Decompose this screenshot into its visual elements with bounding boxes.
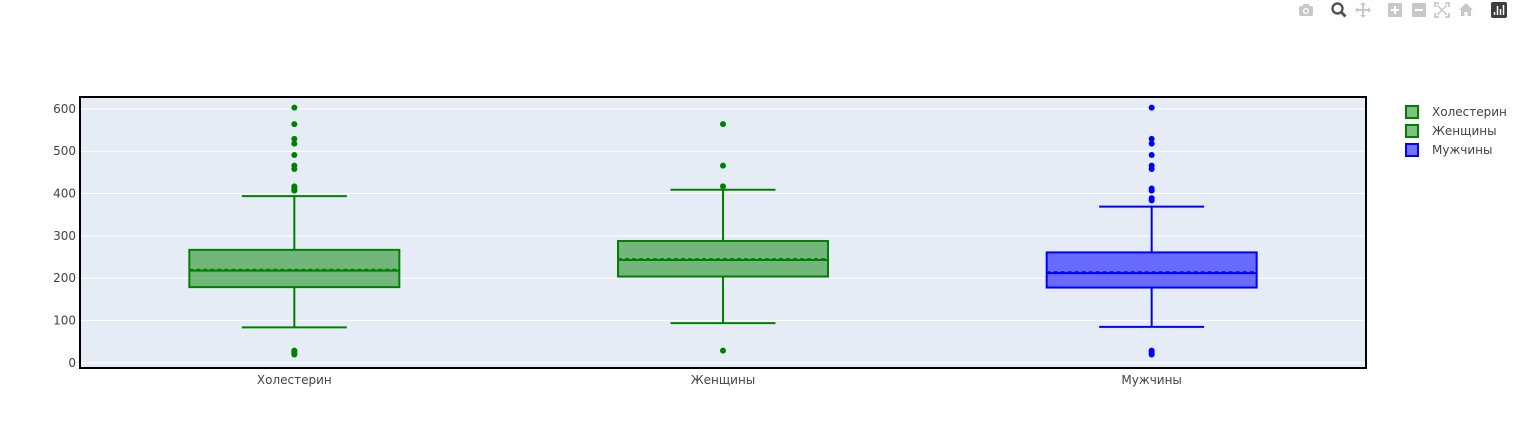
modebar: Download plot as a png Zoom Pan Zoom in Zoom… bbox=[1291, 0, 1521, 22]
outlier-point[interactable] bbox=[1148, 165, 1155, 172]
y-tick-label: 200 bbox=[53, 271, 76, 285]
plotly-logo-icon[interactable]: Produced with Plotly bbox=[1491, 2, 1507, 18]
outlier-point[interactable] bbox=[1148, 135, 1155, 142]
outlier-point[interactable] bbox=[291, 152, 298, 159]
outlier-point[interactable] bbox=[1148, 152, 1155, 159]
y-tick-label: 500 bbox=[53, 144, 76, 158]
legend-swatch bbox=[1405, 105, 1419, 119]
y-tick-label: 0 bbox=[68, 356, 76, 370]
legend-swatch bbox=[1405, 143, 1419, 157]
box-trace[interactable] bbox=[1045, 104, 1258, 358]
y-tick-label: 100 bbox=[53, 314, 76, 328]
outlier-point[interactable] bbox=[291, 135, 298, 142]
legend-label: Мужчины bbox=[1432, 143, 1492, 157]
legend-label: Женщины bbox=[1432, 124, 1497, 138]
home-icon[interactable]: Reset axes bbox=[1459, 3, 1473, 16]
x-tick-label: Женщины bbox=[691, 373, 756, 387]
outlier-point[interactable] bbox=[1148, 104, 1155, 111]
box-traces bbox=[188, 104, 1258, 358]
outlier-point[interactable] bbox=[291, 165, 298, 172]
legend-swatch bbox=[1405, 124, 1419, 138]
box-trace[interactable] bbox=[617, 121, 829, 354]
zoom-in-icon[interactable]: Zoom in bbox=[1388, 3, 1402, 17]
plot-frame bbox=[79, 96, 1367, 369]
outlier-point[interactable] bbox=[291, 140, 298, 147]
pan-icon[interactable]: Pan bbox=[1355, 2, 1371, 18]
camera-icon[interactable]: Download plot as a png bbox=[1299, 4, 1313, 16]
zoom-out-icon[interactable]: Zoom out bbox=[1412, 3, 1426, 17]
legend-item[interactable]: Холестерин bbox=[1405, 105, 1507, 119]
x-tick-label: Холестерин bbox=[257, 373, 332, 387]
outlier-point[interactable] bbox=[720, 183, 726, 190]
outlier-point[interactable] bbox=[720, 347, 726, 354]
x-axis-ticks: Холестерин Женщины Мужчины bbox=[257, 373, 1182, 387]
y-tick-label: 300 bbox=[53, 229, 76, 243]
legend-label: Холестерин bbox=[1432, 105, 1507, 119]
x-tick-label: Мужчины bbox=[1121, 373, 1181, 387]
y-tick-label: 600 bbox=[53, 102, 76, 116]
legend-item[interactable]: Женщины bbox=[1405, 124, 1497, 138]
y-tick-label: 400 bbox=[53, 187, 76, 201]
outlier-point[interactable] bbox=[1148, 197, 1155, 204]
autoscale-icon[interactable]: Autoscale bbox=[1434, 2, 1450, 18]
outlier-point[interactable] bbox=[291, 104, 298, 111]
outlier-point[interactable] bbox=[1148, 140, 1155, 147]
outlier-point[interactable] bbox=[720, 162, 726, 169]
legend: Холестерин Женщины Мужчины bbox=[1405, 105, 1507, 157]
outlier-point[interactable] bbox=[1148, 351, 1155, 358]
y-axis-ticks: 0 100 200 300 400 500 600 bbox=[53, 102, 76, 370]
box-iqr[interactable] bbox=[188, 248, 401, 289]
outlier-point[interactable] bbox=[1148, 187, 1155, 194]
box-iqr[interactable] bbox=[1045, 251, 1258, 289]
legend-item[interactable]: Мужчины bbox=[1405, 143, 1492, 157]
outlier-point[interactable] bbox=[291, 187, 298, 194]
zoom-icon[interactable]: Zoom bbox=[1331, 2, 1347, 18]
outlier-point[interactable] bbox=[720, 121, 726, 128]
outlier-point[interactable] bbox=[291, 121, 298, 128]
box-trace[interactable] bbox=[188, 104, 401, 358]
outlier-point[interactable] bbox=[291, 351, 298, 358]
